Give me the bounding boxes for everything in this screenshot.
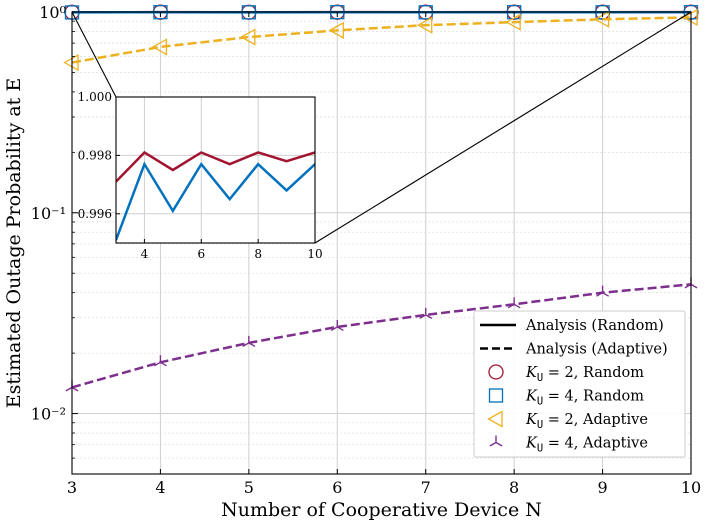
data-point-tri <box>242 335 256 347</box>
legend-label: Analysis (Adaptive) <box>525 342 668 358</box>
inset-x-tick-label: 6 <box>197 247 205 261</box>
data-point-triangle <box>682 8 698 27</box>
inset-x-tick-label: 10 <box>307 247 322 261</box>
y-tick-label: 10⁻¹ <box>31 204 66 223</box>
data-point-triangle <box>328 21 344 39</box>
data-point-triangle <box>63 53 79 72</box>
x-tick-label: 8 <box>509 478 519 497</box>
x-tick-label: 10 <box>681 478 701 497</box>
x-tick-label: 4 <box>155 478 165 497</box>
data-point-triangle <box>593 10 610 28</box>
main-ticks: 3 4 5 6 7 8 9 10 10⁻² 10⁻¹ 10⁰ <box>31 3 701 497</box>
data-point-triangle <box>416 16 433 34</box>
inset-frame <box>115 96 316 244</box>
data-point-circle <box>488 364 504 380</box>
y-tick-label: 10⁰ <box>39 3 66 22</box>
data-point-tri <box>507 297 521 309</box>
inset-y-tick-label: 0.996 <box>78 207 112 221</box>
x-tick-label: 6 <box>332 478 342 497</box>
data-point-tri <box>419 307 433 320</box>
inset-series-line-1 <box>116 150 315 183</box>
inset-series-line-2 <box>116 161 315 241</box>
data-point-triangle <box>151 38 168 56</box>
legend-label: Analysis (Random) <box>525 318 664 334</box>
inset-x-tick-label: 4 <box>141 247 149 261</box>
legend-box <box>473 310 686 458</box>
y-tick-label: 10⁻² <box>31 405 66 424</box>
x-tick-label: 3 <box>67 478 77 497</box>
data-point-tri <box>330 319 344 332</box>
legend-label: KU = 4, Adaptive <box>525 436 648 455</box>
data-point-triangle <box>505 13 521 31</box>
inset-chart: 4 6 8 10 0.996 0.998 1.000 <box>78 90 323 261</box>
x-tick-label: 9 <box>597 478 607 497</box>
inset-background <box>116 97 315 243</box>
inset-y-tick-label: 0.998 <box>78 148 112 162</box>
main-frame <box>71 11 692 475</box>
zoom-connector-right <box>314 11 692 244</box>
plot-frame <box>71 11 692 475</box>
legend-label: KU = 2, Random <box>525 365 644 384</box>
inset-x-tick-label: 8 <box>254 247 262 261</box>
legend-label: KU = 4, Random <box>525 389 644 408</box>
data-point-tri <box>489 435 503 447</box>
inset-y-tick-label: 1.000 <box>78 90 112 104</box>
data-point-tri <box>596 285 610 297</box>
x-tick-label: 5 <box>244 478 254 497</box>
data-point-square <box>488 388 504 403</box>
series-line-4 <box>71 283 692 389</box>
series-line-3 <box>71 16 692 64</box>
data-point-triangle <box>487 410 503 428</box>
x-axis-title: Number of Cooperative Device N <box>221 499 542 521</box>
y-axis-title: Estimated Outage Probability at E <box>3 78 25 408</box>
data-point-tri <box>153 355 167 367</box>
data-point-triangle <box>240 28 256 46</box>
zoom-connector-lines <box>71 11 692 244</box>
legend: Analysis (Random) Analysis (Adaptive) KU =… <box>473 310 686 458</box>
legend-label: KU = 2, Adaptive <box>525 412 648 431</box>
x-tick-label: 7 <box>421 478 431 497</box>
zoom-connector-left <box>71 11 117 98</box>
